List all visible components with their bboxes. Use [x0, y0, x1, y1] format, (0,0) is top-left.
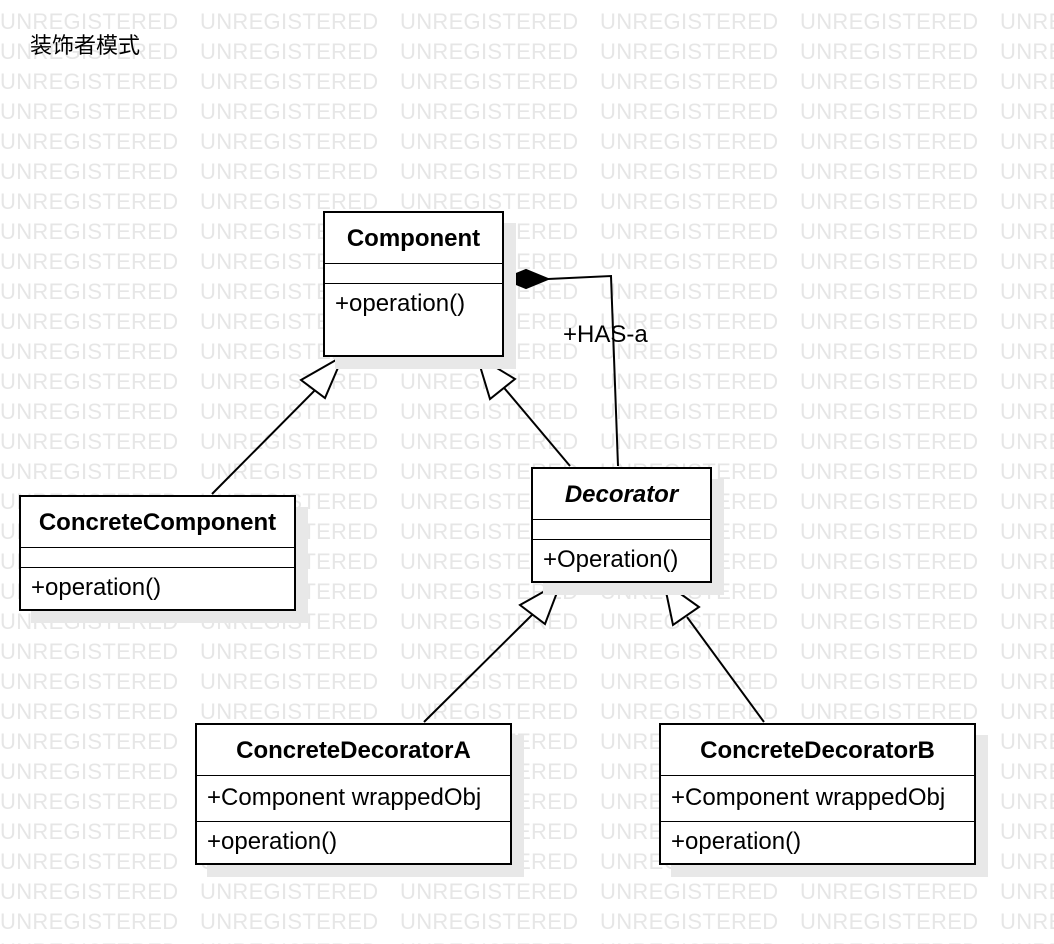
generalization-line-concrete-component — [211, 374, 331, 495]
class-attributes — [533, 520, 710, 540]
class-name: ConcreteDecoratorA — [197, 725, 510, 776]
association-label: +HAS-a — [563, 321, 648, 348]
class-decorator[interactable]: Decorator +Operation() — [531, 467, 712, 583]
class-operations: +operation() — [671, 828, 802, 855]
generalization-arrowhead-concrete-component — [299, 353, 346, 400]
class-attributes: +Component wrappedObj — [661, 776, 974, 822]
class-operations: +Operation() — [543, 546, 679, 573]
class-name: ConcreteDecoratorB — [661, 725, 974, 776]
class-name: Decorator — [533, 469, 710, 520]
generalization-line-decorator-a — [423, 609, 538, 723]
composition-diamond — [501, 268, 551, 290]
generalization-line-decorator-b — [686, 616, 765, 723]
class-component[interactable]: Component +operation() — [323, 211, 504, 357]
class-attributes — [325, 264, 502, 284]
generalization-arrowhead-decorator — [475, 353, 517, 401]
diagram-title: 装饰者模式 — [30, 34, 141, 59]
class-attributes — [21, 548, 294, 568]
class-operations: +operation() — [31, 574, 162, 601]
class-concrete-decorator-b[interactable]: ConcreteDecoratorB +Component wrappedObj… — [659, 723, 976, 865]
class-operations: +operation() — [207, 828, 338, 855]
generalization-arrowhead-decorator-a — [518, 579, 563, 626]
composition-line — [547, 274, 619, 467]
class-name: Component — [325, 213, 502, 264]
class-concrete-component[interactable]: ConcreteComponent +operation() — [19, 495, 296, 611]
generalization-arrowhead-decorator-b — [662, 579, 701, 627]
class-attributes: +Component wrappedObj — [197, 776, 510, 822]
class-name: ConcreteComponent — [21, 497, 294, 548]
class-operations: +operation() — [335, 290, 466, 317]
generalization-line-decorator — [499, 382, 571, 467]
class-concrete-decorator-a[interactable]: ConcreteDecoratorA +Component wrappedObj… — [195, 723, 512, 865]
